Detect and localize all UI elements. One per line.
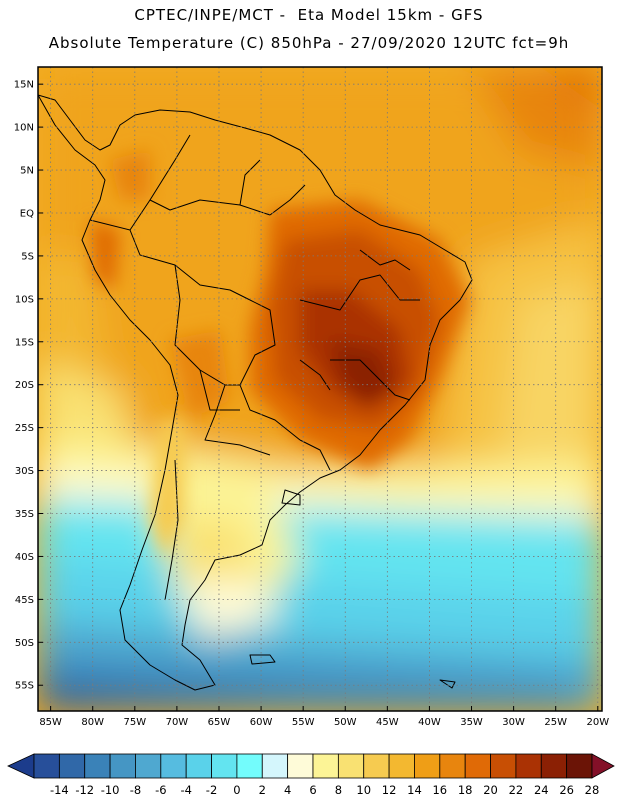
lon-tick-label: 20W — [586, 717, 609, 728]
lon-tick-label: 70W — [166, 717, 189, 728]
colorbar-label: 24 — [534, 783, 549, 797]
colorbar-label: 26 — [559, 783, 574, 797]
colorbar-label: 12 — [382, 783, 397, 797]
lat-tick-label: 50S — [15, 638, 34, 649]
lat-tick-label: 10N — [14, 123, 34, 134]
colorbar-label: -14 — [50, 783, 69, 797]
colorbar-swatch — [109, 753, 136, 779]
colorbar-label: 18 — [458, 783, 473, 797]
colorbar-swatch — [236, 753, 263, 779]
lat-tick-label: 15N — [14, 80, 34, 91]
temperature-colorbar: -14 -12 -10 -8 -6 -4 -2 0 2 4 6 8 10 12 14 16 18 20 22 24 26… — [7, 753, 615, 797]
colorbar-swatch — [287, 753, 314, 779]
colorbar-swatch — [160, 753, 187, 779]
lat-tick-label: 30S — [15, 466, 34, 477]
colorbar-swatch — [388, 753, 415, 779]
colorbar-swatch — [211, 753, 238, 779]
colorbar-label: 6 — [309, 783, 316, 797]
lat-tick-label: 40S — [15, 552, 34, 563]
colorbar-swatch — [540, 753, 568, 779]
lat-tick-label: 10S — [15, 294, 34, 305]
longitude-axis: 85W 80W 75W 70W 65W 60W 55W 50W 45W 40W 35W 30W 25W 2… — [39, 706, 609, 728]
lat-tick-label: 45S — [15, 595, 34, 606]
colorbar-min-triangle — [7, 753, 35, 779]
colorbar-label: 8 — [335, 783, 342, 797]
colorbar-label: -4 — [180, 783, 191, 797]
colorbar-swatch — [439, 753, 466, 779]
lon-tick-label: 50W — [334, 717, 357, 728]
colorbar-label: -2 — [206, 783, 217, 797]
colorbar-label: -10 — [101, 783, 120, 797]
colorbar-swatch — [566, 753, 593, 779]
colorbar-swatch — [515, 753, 542, 779]
colorbar-label: 16 — [432, 783, 447, 797]
colorbar-label: -6 — [155, 783, 166, 797]
lon-tick-label: 25W — [544, 717, 567, 728]
lon-tick-label: 35W — [460, 717, 483, 728]
lat-tick-label: 15S — [15, 337, 34, 348]
colorbar-label: 0 — [233, 783, 240, 797]
lat-tick-label: 25S — [15, 423, 34, 434]
lon-tick-label: 85W — [39, 717, 62, 728]
lat-tick-label: EQ — [20, 208, 34, 219]
lat-tick-label: 5N — [20, 166, 34, 177]
lat-tick-label: 55S — [15, 681, 34, 692]
temperature-field — [38, 67, 602, 711]
map-title-line1: CPTEC/INPE/MCT - Eta Model 15km - GFS — [134, 6, 484, 24]
map-frame — [37, 66, 603, 712]
latitude-axis: 15N 10N 5N EQ 5S 10S 15S 20S 25S 30S 35S 40S 45S 50S 5… — [14, 80, 43, 692]
colorbar-label: 4 — [284, 783, 291, 797]
colorbar-swatch — [490, 753, 517, 779]
colorbar-label: 10 — [356, 783, 371, 797]
lat-tick-label: 5S — [21, 251, 34, 262]
lon-tick-label: 55W — [292, 717, 315, 728]
colorbar-swatch — [58, 753, 86, 779]
lon-tick-label: 60W — [250, 717, 273, 728]
colorbar-swatch — [363, 753, 390, 779]
lat-tick-label: 20S — [15, 380, 34, 391]
graticule-grid — [38, 67, 602, 711]
lon-tick-label: 30W — [502, 717, 525, 728]
colorbar-swatch — [84, 753, 111, 779]
colorbar-swatch — [135, 753, 162, 779]
colorbar-label: 22 — [509, 783, 524, 797]
colorbar-swatch — [337, 753, 365, 779]
lon-tick-label: 65W — [208, 717, 231, 728]
colorbar-max-triangle — [591, 753, 615, 779]
colorbar-swatch — [464, 753, 491, 779]
lon-tick-label: 80W — [81, 717, 104, 728]
lon-tick-label: 75W — [123, 717, 146, 728]
colorbar-label: -12 — [75, 783, 94, 797]
colorbar-swatch — [261, 753, 289, 779]
colorbar-label: 20 — [483, 783, 498, 797]
colorbar-label: 14 — [407, 783, 422, 797]
colorbar-swatch — [312, 753, 339, 779]
colorbar-label: 28 — [585, 783, 600, 797]
colorbar-swatch — [414, 753, 441, 779]
colorbar-swatch — [33, 753, 60, 779]
map-title-line2: Absolute Temperature (C) 850hPa - 27/09/… — [48, 34, 570, 52]
lon-tick-label: 40W — [418, 717, 441, 728]
colorbar-label: 2 — [259, 783, 266, 797]
lon-tick-label: 45W — [376, 717, 399, 728]
lat-tick-label: 35S — [15, 509, 34, 520]
colorbar-label: -8 — [130, 783, 141, 797]
colorbar-swatch — [185, 753, 212, 779]
